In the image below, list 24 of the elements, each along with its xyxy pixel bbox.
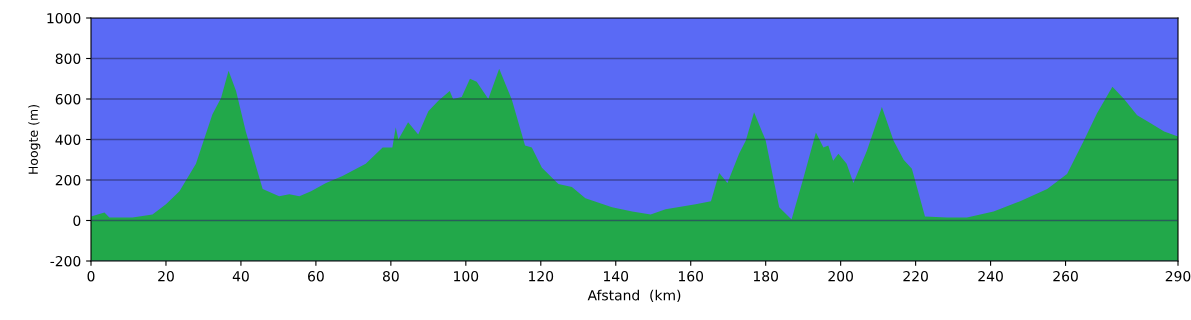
x-tick-label: 180	[753, 270, 779, 282]
x-tick-label: 40	[232, 270, 249, 282]
x-tick-label: 60	[308, 270, 324, 282]
y-tick-label: -200	[50, 255, 81, 267]
x-tick-label: 0	[87, 270, 95, 282]
y-tick-label: 600	[55, 93, 81, 105]
x-tick-label: 200	[828, 270, 853, 282]
x-tick-label: 120	[529, 270, 554, 282]
x-axis-title: Afstand (km)	[587, 289, 681, 303]
x-tick-label: 260	[1053, 270, 1078, 282]
x-tick-label: 100	[454, 270, 479, 282]
y-tick-label: 400	[55, 134, 81, 145]
y-tick-label: 200	[55, 174, 81, 186]
x-tick-label: 160	[678, 270, 704, 282]
y-tick-label: 800	[55, 53, 81, 64]
y-tick-label: 1000	[47, 12, 81, 24]
x-tick-label: 20	[158, 270, 174, 282]
x-tick-label: 80	[382, 270, 399, 282]
x-tick-label: 290	[1165, 270, 1191, 282]
x-tick-label: 220	[903, 270, 928, 282]
x-tick-label: 140	[604, 270, 629, 282]
y-axis-title: Hoogte (m)	[28, 105, 41, 174]
y-tick-label: 0	[73, 215, 81, 226]
x-tick-label: 240	[978, 270, 1003, 282]
